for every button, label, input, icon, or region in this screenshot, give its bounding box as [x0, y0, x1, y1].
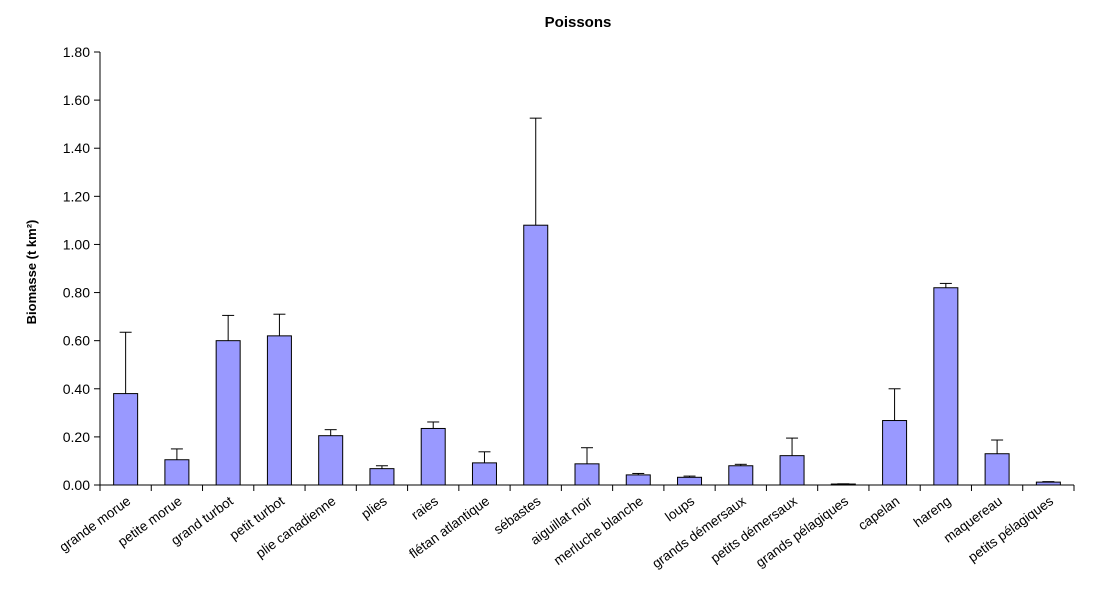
- x-tick-label: grands pélagiques: [753, 493, 851, 570]
- bar: [523, 224, 549, 486]
- x-tick-label: plies: [358, 493, 389, 522]
- y-axis-label: Biomasse (t km²): [24, 220, 39, 325]
- x-tick-label: capelan: [855, 493, 902, 533]
- bar: [933, 287, 959, 486]
- x-tick-label: grands démersaux: [649, 493, 748, 571]
- bar: [1035, 481, 1061, 486]
- bar: [113, 393, 139, 486]
- y-tick-label: 0.60: [63, 333, 90, 349]
- bar: [779, 455, 805, 486]
- y-tick-label: 1.20: [63, 188, 90, 204]
- chart-title: Poissons: [545, 14, 612, 31]
- y-tick-label: 0.20: [63, 429, 90, 445]
- bar: [266, 335, 292, 486]
- bar: [728, 465, 754, 486]
- y-tick-label: 0.00: [63, 477, 90, 493]
- y-tick-label: 0.40: [63, 381, 90, 397]
- y-tick-label: 0.80: [63, 285, 90, 301]
- x-tick-label: petits démersaux: [708, 493, 800, 566]
- plot-area: 0.00 0.20 0.40 0.60 0.80 1.00 1.20 1.40 1.60 1.80…: [57, 44, 1075, 571]
- bar: [369, 468, 395, 486]
- bar: [318, 435, 344, 486]
- x-tick-label: loups: [662, 493, 697, 524]
- bar: [882, 420, 908, 486]
- bar: [471, 462, 497, 486]
- bar: [677, 476, 703, 486]
- bar: [984, 453, 1010, 486]
- bar: [164, 459, 190, 486]
- y-tick-label: 1.40: [63, 140, 90, 156]
- bar: [420, 427, 446, 486]
- x-tick-label: merluche blanche: [551, 493, 646, 568]
- x-tick-label: petits pélagiques: [965, 493, 1056, 565]
- x-tick-label: raies: [408, 493, 441, 522]
- bar: [574, 463, 600, 486]
- y-tick-label: 1.60: [63, 92, 90, 108]
- y-tick-label: 1.00: [63, 236, 90, 252]
- bar: [215, 340, 241, 486]
- bar: [625, 474, 651, 486]
- y-tick-label: 1.80: [63, 44, 90, 60]
- x-tick-label: hareng: [911, 493, 954, 530]
